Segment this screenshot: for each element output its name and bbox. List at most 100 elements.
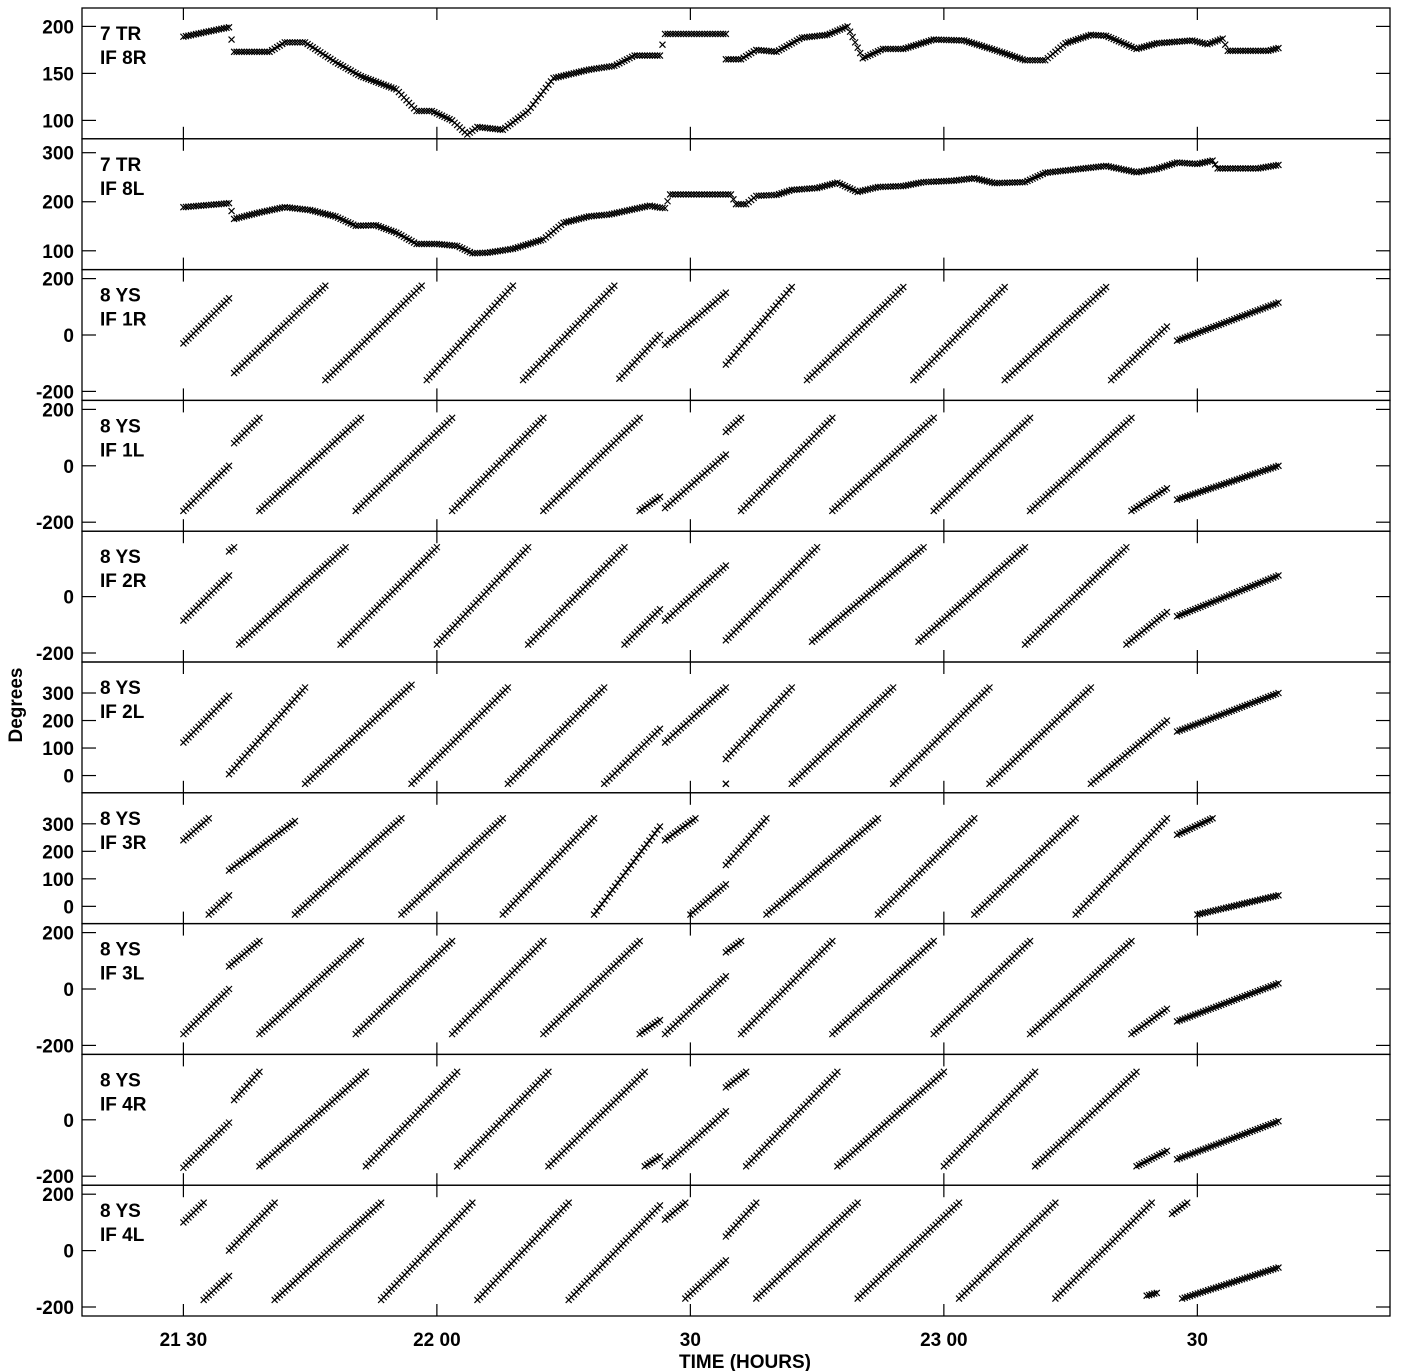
y-tick-label: 0 [63, 1242, 74, 1263]
data-point [610, 209, 618, 217]
data-point [991, 179, 998, 187]
y-tick-label: 0 [63, 767, 74, 788]
data-point [621, 207, 628, 215]
data-point [722, 451, 730, 458]
data-series [179, 1068, 1282, 1172]
data-point [1031, 1068, 1039, 1076]
data-point [664, 197, 671, 205]
panel-label-antenna: 8 YS [100, 1070, 141, 1091]
data-point [664, 30, 672, 38]
data-point [716, 190, 724, 198]
data-point [641, 52, 649, 59]
data-point [362, 222, 370, 229]
data-point [646, 202, 654, 210]
y-tick-label: 200 [42, 924, 74, 945]
data-point [711, 30, 719, 38]
data-point [1209, 814, 1216, 822]
data-point [912, 180, 920, 188]
data-point [682, 30, 690, 38]
data-point [357, 414, 365, 422]
panel-label-if: IF 8L [100, 179, 145, 200]
data-point [425, 240, 433, 248]
data-point [687, 190, 695, 198]
data-point [1242, 164, 1249, 172]
data-point [646, 52, 654, 59]
data-point [362, 1068, 370, 1076]
panel-7: 300 200 100 0 8 YS IF 3R [42, 792, 1391, 925]
data-point [357, 937, 365, 945]
data-point [1201, 158, 1209, 166]
data-point [1163, 717, 1171, 724]
data-point [611, 883, 619, 890]
data-point [468, 249, 476, 257]
data-point [641, 1068, 649, 1076]
data-point [656, 52, 664, 59]
data-point [605, 211, 613, 218]
data-point [256, 209, 263, 216]
data-point [722, 1257, 730, 1264]
data-point [291, 817, 299, 825]
data-point [524, 543, 532, 551]
panel-9: 0 -200 8 YS IF 4R [36, 1053, 1391, 1188]
data-point [975, 176, 983, 183]
y-tick-label: 0 [63, 588, 74, 609]
data-point [1112, 164, 1120, 172]
data-point [656, 493, 664, 501]
data-point [235, 48, 243, 56]
panel-3: 200 0 -200 8 YS IF 1R [36, 268, 1391, 403]
data-point [506, 245, 514, 253]
data-point [202, 28, 210, 36]
data-point [1163, 323, 1171, 330]
data-point [894, 182, 902, 190]
data-point [656, 725, 664, 733]
data-point [1021, 543, 1029, 551]
data-point [268, 206, 276, 214]
data-point [942, 36, 950, 44]
data-point [915, 179, 922, 187]
data-point [179, 33, 187, 41]
y-tick-label: -200 [36, 1298, 74, 1319]
data-point [864, 186, 872, 193]
data-point [367, 221, 375, 229]
data-point [342, 543, 350, 551]
panel-label-if: IF 3L [100, 964, 145, 985]
panel-8: 200 0 -200 8 YS IF 3L [36, 922, 1391, 1057]
data-point [228, 36, 235, 43]
data-point [813, 543, 821, 551]
data-point [256, 1068, 263, 1076]
data-point [711, 190, 719, 198]
data-point [1275, 689, 1282, 697]
y-tick-label: 100 [42, 242, 74, 263]
data-point [762, 814, 770, 822]
y-tick-label: -200 [36, 1036, 74, 1057]
x-tick-label: 23 00 [920, 1330, 968, 1351]
data-point [722, 780, 730, 788]
data-point [608, 210, 616, 218]
data-point [1120, 166, 1128, 174]
data-point [986, 178, 993, 186]
data-point [856, 187, 864, 195]
data-point [651, 203, 659, 211]
data-point [930, 36, 938, 43]
data-point [849, 33, 857, 41]
data-point [930, 937, 938, 945]
panel-4: 200 0 -200 8 YS IF 1L [36, 399, 1391, 534]
data-point [1107, 163, 1115, 171]
panel-5: 0 -200 8 YS IF 2R [36, 530, 1391, 665]
data-point [192, 30, 200, 38]
data-point [856, 49, 864, 57]
data-point [674, 190, 682, 198]
data-point [669, 30, 677, 38]
data-point [1150, 165, 1158, 173]
data-point [869, 184, 877, 192]
data-point [220, 24, 228, 32]
data-point [609, 886, 616, 894]
data-point [648, 52, 656, 59]
y-tick-label: 300 [42, 144, 74, 165]
data-point [185, 32, 192, 40]
data-point [200, 29, 208, 36]
data-point [693, 190, 700, 198]
y-axis-label: Degrees [6, 668, 27, 743]
data-point [225, 294, 233, 302]
data-point [669, 190, 677, 198]
